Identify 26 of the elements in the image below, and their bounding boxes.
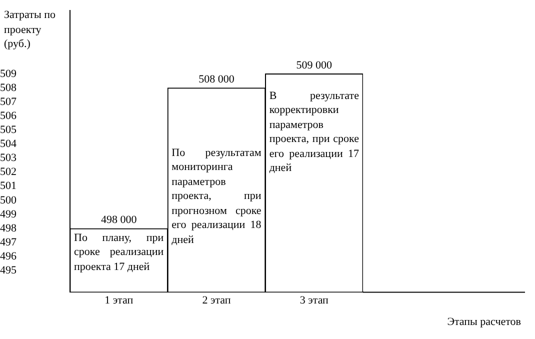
annotation: 508 000 xyxy=(198,73,235,86)
annotation: По плану, при сроке реализации проекта 17 дней xyxy=(74,230,164,274)
y-tick-label: 499 xyxy=(0,208,17,220)
text: Этапы расчетов xyxy=(447,316,521,328)
y-tick-label: 498 xyxy=(0,222,17,234)
x-tick-label: 3 этап xyxy=(300,294,329,306)
y-tick-label: 497 xyxy=(0,236,17,248)
x-tick-label: 2 этап xyxy=(202,294,231,306)
y-tick-label: 500 xyxy=(0,194,17,206)
y-tick-label: 502 xyxy=(0,166,16,178)
annotation: По результатам мониторинга параметров проекта, при прогнозном сроке его реализации 18 дней xyxy=(172,146,262,248)
y-tick-label: 496 xyxy=(0,250,17,263)
y-tick-label: 504 xyxy=(0,138,17,150)
y-axis-title: Затраты по проекту (руб.) xyxy=(4,8,56,52)
annotation: 509 000 xyxy=(296,59,333,72)
y-tick-label: 509 xyxy=(0,68,17,80)
y-tick-label: 495 xyxy=(0,264,17,277)
x-tick-label: 1 этап xyxy=(104,294,134,306)
y-tick-label: 507 xyxy=(0,96,17,108)
y-tick-label: 508 xyxy=(0,82,17,94)
annotation: В результате корректировки параметров проекта, при сроке его реализации 17 дней xyxy=(269,88,359,176)
y-tick-label: 506 xyxy=(0,110,17,122)
y-tick-label: 503 xyxy=(0,152,17,164)
y-tick-label: 501 xyxy=(0,180,16,192)
annotation: 498 000 xyxy=(100,214,138,226)
y-tick-label: 505 xyxy=(0,124,17,136)
